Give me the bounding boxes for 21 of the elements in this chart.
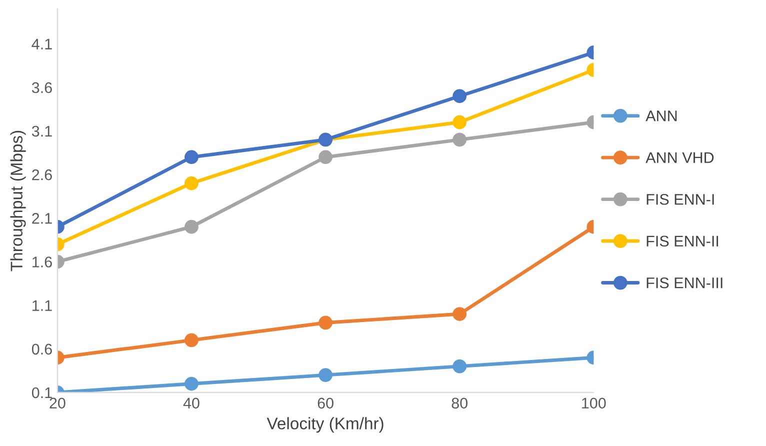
x-tick-label: 40 xyxy=(183,398,200,409)
legend-label: FIS ENN-I xyxy=(646,194,714,205)
y-tick-label: 4.1 xyxy=(32,38,52,50)
y-tick-label: 3.6 xyxy=(32,82,52,94)
x-tick-label: 100 xyxy=(582,398,606,409)
y-tick-label: 0.1 xyxy=(32,387,52,398)
y-tick-label: 3.1 xyxy=(32,126,52,137)
y-tick-label: 0.6 xyxy=(32,344,52,355)
x-tick-label: 20 xyxy=(50,398,66,409)
legend-label: ANN xyxy=(646,110,677,122)
legend-label: FIS ENN-II xyxy=(646,236,718,247)
x-tick-label: 60 xyxy=(318,398,334,409)
legend-label: FIS ENN-III xyxy=(646,277,722,288)
legend-label: ANN VHD xyxy=(646,152,714,163)
y-tick-label: 1.6 xyxy=(32,256,52,268)
x-tick-label: 80 xyxy=(452,398,468,409)
y-tick-label: 1.1 xyxy=(32,300,52,311)
x-axis-title: Velocity (Km/hr) xyxy=(266,417,384,433)
y-tick-label: 2.1 xyxy=(32,213,52,224)
y-tick-label: 2.6 xyxy=(32,169,52,180)
y-axis-title: Throughput (Mbps) xyxy=(10,130,26,272)
